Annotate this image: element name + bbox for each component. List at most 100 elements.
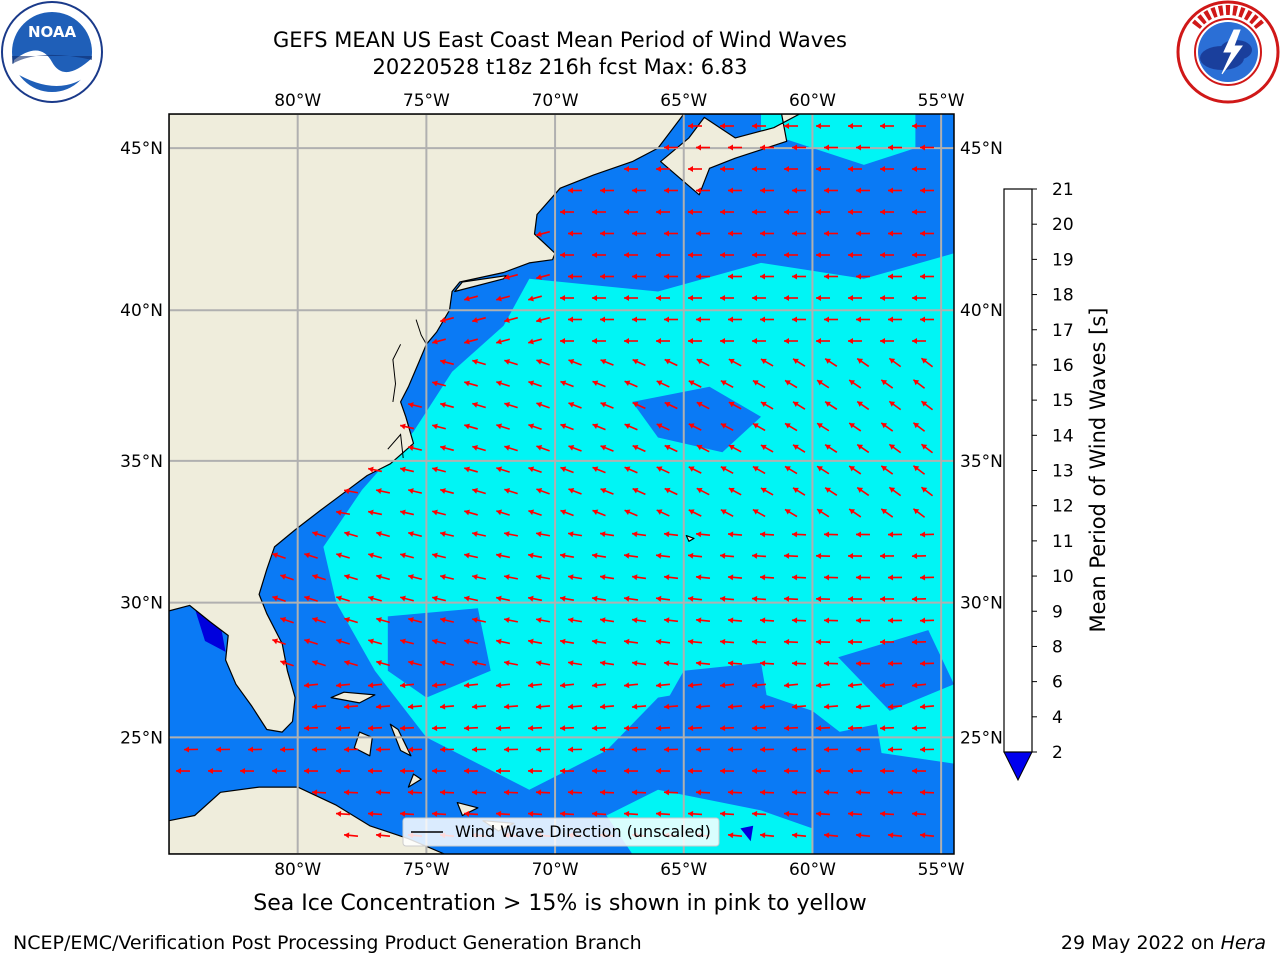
- wind-wave-arrow: [719, 552, 735, 559]
- wind-wave-arrow: [600, 187, 614, 194]
- wind-wave-arrow: [695, 574, 711, 581]
- wind-wave-arrow: [471, 660, 487, 667]
- wind-wave-arrow: [687, 552, 703, 559]
- lon-label-bottom: 55°W: [918, 860, 965, 880]
- wind-wave-arrow: [664, 444, 678, 453]
- wind-wave-arrow: [880, 508, 894, 518]
- wind-wave-arrow: [471, 531, 487, 538]
- wind-wave-arrow: [696, 187, 710, 194]
- wind-wave-arrow: [335, 725, 351, 732]
- north-america-land: [169, 114, 801, 733]
- wind-wave-arrow: [687, 767, 703, 774]
- wind-wave-arrow: [847, 810, 863, 817]
- wind-wave-arrow: [432, 466, 446, 473]
- wind-wave-arrow: [687, 682, 703, 689]
- wind-wave-arrow: [560, 338, 574, 344]
- colorbar-tick-label: 2: [1052, 743, 1063, 763]
- wind-wave-arrow: [559, 682, 575, 689]
- colorbar-tick-label: 6: [1052, 673, 1063, 693]
- wind-wave-arrow: [311, 703, 327, 710]
- wind-wave-arrow: [880, 166, 894, 172]
- wind-wave-arrow: [751, 595, 767, 602]
- wind-wave-arrow: [431, 767, 447, 774]
- wind-wave-arrow: [887, 703, 903, 710]
- wind-wave-arrow: [919, 746, 935, 753]
- wind-wave-arrow: [495, 725, 511, 732]
- wind-wave-arrow: [719, 767, 735, 774]
- wind-wave-arrow: [624, 295, 638, 301]
- wind-wave-arrow: [752, 508, 766, 518]
- wind-wave-arrow: [663, 660, 679, 667]
- wind-wave-arrow: [440, 402, 454, 409]
- wind-wave-arrow: [440, 316, 454, 323]
- wind-wave-arrow: [664, 401, 678, 410]
- wind-wave-arrow: [919, 832, 935, 839]
- wind-wave-arrow: [752, 295, 766, 301]
- wind-wave-arrow: [656, 380, 670, 388]
- wind-wave-arrow: [912, 465, 926, 475]
- colorbar-tick-label: 4: [1052, 708, 1063, 728]
- wind-wave-arrow: [464, 295, 478, 302]
- wind-wave-arrow: [624, 209, 638, 215]
- wind-wave-arrow: [687, 595, 703, 602]
- wind-wave-arrow: [183, 746, 199, 753]
- wind-wave-arrow: [688, 123, 702, 129]
- island: [330, 691, 376, 704]
- wind-wave-arrow: [824, 144, 838, 151]
- wind-wave-arrow: [911, 767, 927, 774]
- wind-wave-arrow: [343, 832, 359, 839]
- wind-wave-arrow: [632, 273, 646, 280]
- wind-wave-arrow: [471, 703, 487, 710]
- wind-wave-arrow: [399, 682, 415, 689]
- colorbar-tick-label: 11: [1052, 532, 1074, 552]
- wind-wave-arrow: [912, 166, 926, 172]
- wind-wave-arrow: [911, 725, 927, 732]
- wind-wave-arrow: [912, 508, 926, 518]
- island: [456, 801, 479, 817]
- wind-wave-arrow: [848, 123, 862, 129]
- wind-wave-arrow: [440, 531, 454, 537]
- wind-wave-arrow: [623, 725, 639, 732]
- land-mass: [169, 114, 801, 854]
- wind-wave-arrow: [440, 488, 454, 495]
- blue-period-region: [838, 630, 954, 711]
- wind-wave-arrow: [271, 767, 287, 774]
- credit-right: 29 May 2022 on Hera: [1061, 932, 1266, 954]
- wind-wave-arrow: [527, 810, 543, 817]
- lat-label-right: 45°N: [960, 139, 1003, 159]
- wind-wave-arrow: [367, 466, 383, 473]
- wind-wave-arrow: [888, 273, 902, 280]
- wind-wave-arrow: [400, 552, 414, 559]
- wind-wave-arrow: [536, 488, 550, 495]
- wind-wave-arrow: [599, 617, 615, 624]
- wind-wave-arrow: [504, 402, 518, 409]
- wind-wave-arrow: [751, 810, 767, 817]
- wind-wave-arrow: [688, 423, 702, 431]
- lat-lon-grid: [169, 114, 954, 854]
- wind-wave-arrow: [439, 789, 455, 796]
- wind-wave-arrow: [784, 338, 798, 344]
- map-title: GEFS MEAN US East Coast Mean Period of W…: [273, 28, 847, 52]
- wind-wave-arrow: [496, 509, 510, 516]
- colorbar-tick-label: 8: [1052, 637, 1063, 657]
- wind-wave-arrow: [440, 445, 454, 452]
- wind-wave-arrow: [632, 230, 646, 237]
- wind-wave-arrow: [567, 703, 583, 710]
- wind-wave-arrow: [215, 746, 231, 753]
- wind-wave-arrow: [623, 810, 639, 817]
- wind-wave-arrow: [920, 357, 934, 368]
- wind-wave-arrow: [815, 552, 831, 559]
- wind-wave-arrow: [912, 338, 926, 344]
- wind-wave-arrow: [664, 316, 678, 323]
- wind-wave-arrow: [600, 401, 614, 409]
- wind-wave-arrow: [496, 295, 510, 302]
- wind-wave-arrow: [656, 295, 670, 301]
- wind-wave-arrow: [816, 465, 830, 475]
- wind-wave-arrow: [432, 423, 446, 430]
- wind-wave-arrow: [623, 682, 639, 689]
- wind-wave-arrow: [848, 379, 862, 389]
- wind-wave-arrow: [336, 638, 350, 645]
- wind-wave-arrow: [720, 509, 734, 517]
- wind-wave-arrow: [824, 316, 838, 323]
